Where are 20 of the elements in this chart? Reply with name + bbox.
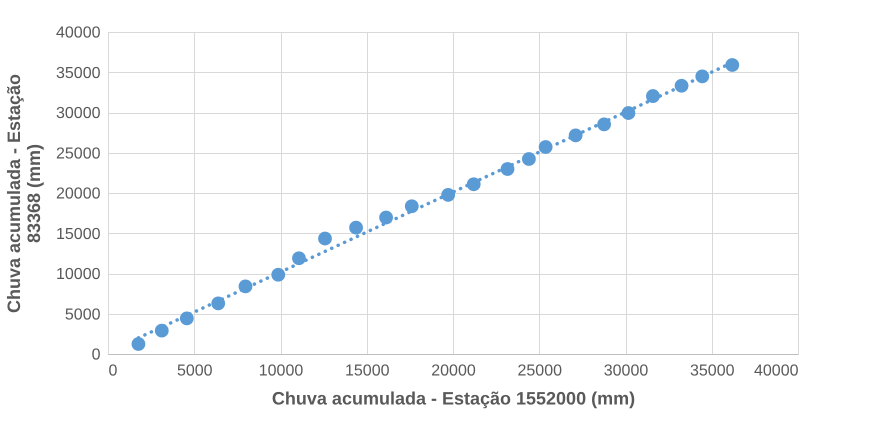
y-tick-label: 25000 — [56, 145, 101, 162]
x-tick-label: 10000 — [258, 362, 304, 380]
y-tick-label: 40000 — [56, 24, 101, 42]
x-tick-label: 5000 — [176, 362, 213, 380]
y-tick-label: 30000 — [56, 105, 101, 122]
x-tick-label: 35000 — [690, 362, 735, 380]
y-axis-title: Chuva acumulada - Estação 83368 (mm) — [4, 74, 44, 314]
x-tick-label: 0 — [108, 362, 118, 380]
y-tick-label: 5000 — [64, 306, 101, 324]
x-tick-label: 40000 — [754, 362, 799, 380]
x-axis-title: Chuva acumulada - Estação 1552000 (mm) — [272, 388, 636, 408]
y-tick-label: 20000 — [56, 186, 101, 202]
x-tick-label: 20000 — [431, 362, 476, 380]
y-tick-label: 35000 — [56, 64, 101, 82]
y-tick-label: 15000 — [56, 226, 101, 243]
y-tick-label: 10000 — [56, 266, 101, 283]
x-tick-label: 15000 — [345, 362, 390, 380]
x-tick-label: 25000 — [518, 362, 562, 380]
y-tick-label: 0 — [92, 346, 101, 364]
x-tick-label: 30000 — [604, 362, 648, 380]
